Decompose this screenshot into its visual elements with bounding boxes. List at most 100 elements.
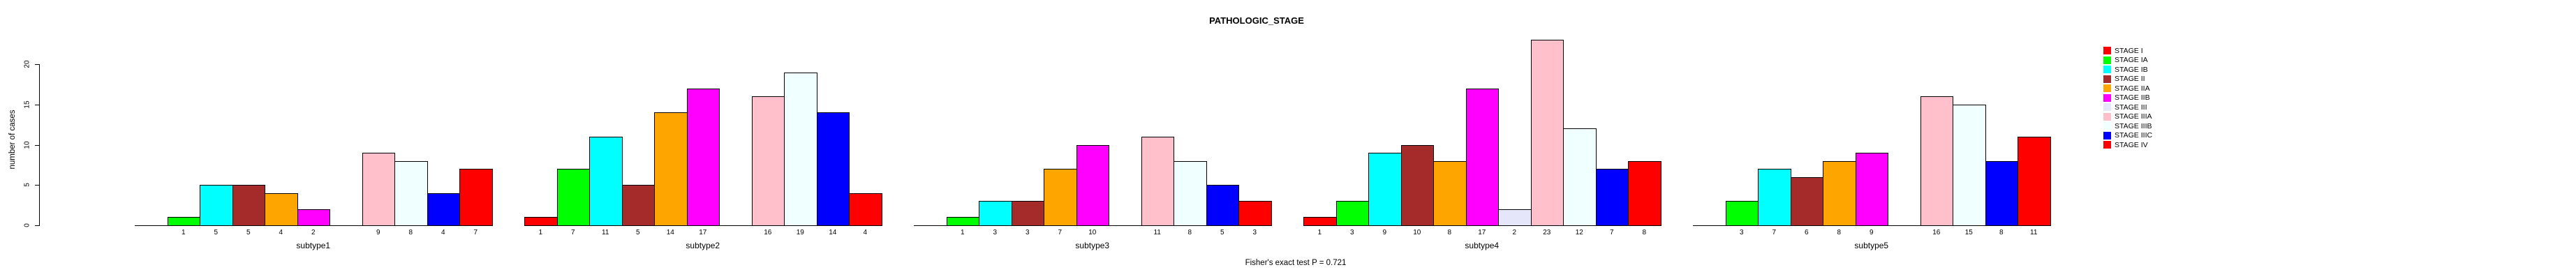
bar-stage-ib-subtype4: [1368, 153, 1402, 226]
bar-stage-iiia-subtype5: [1920, 96, 1953, 226]
bar-stage-ii-subtype1: [232, 185, 265, 226]
bar-count-label: 3: [993, 229, 998, 236]
bar-count-label: 3: [1025, 229, 1030, 236]
bar-count-label: 4: [441, 229, 445, 236]
legend-item: STAGE IIIC: [2103, 131, 2152, 141]
bar-count-label: 8: [1837, 229, 1842, 236]
bar-count-label: 5: [1220, 229, 1224, 236]
bar-count-label: 1: [1317, 229, 1322, 236]
bar-stage-iiic-subtype3: [1206, 185, 1239, 226]
bar-count-label: 6: [1804, 229, 1809, 236]
legend-swatch-icon: [2103, 131, 2111, 140]
bar-stage-iiic-subtype2: [816, 112, 850, 226]
legend-swatch-icon: [2103, 66, 2111, 74]
legend-item: STAGE I: [2103, 46, 2152, 56]
y-tick-mark: [35, 185, 39, 186]
bar-stage-iia-subtype3: [1044, 169, 1077, 226]
y-axis-line: [39, 64, 40, 226]
bar-count-label: 23: [1543, 229, 1551, 236]
legend-swatch-icon: [2103, 56, 2111, 64]
legend-item: STAGE IIA: [2103, 84, 2152, 93]
bar-count-label: 7: [1772, 229, 1777, 236]
bar-count-label: 16: [1932, 229, 1941, 236]
legend-item: STAGE IB: [2103, 65, 2152, 75]
bar-stage-iib-subtype3: [1076, 144, 1109, 226]
x-axis-group-label-subtype3: subtype3: [1075, 241, 1110, 250]
legend-label: STAGE I: [2115, 46, 2143, 55]
bar-stage-iv-subtype5: [2018, 136, 2051, 226]
bar-stage-ii-subtype4: [1400, 144, 1434, 226]
bar-count-label: 11: [1153, 229, 1161, 236]
bar-count-label: 1: [960, 229, 965, 236]
y-tick-label: 15: [23, 100, 31, 109]
bar-count-label: 16: [764, 229, 772, 236]
bar-stage-ia-subtype2: [556, 169, 590, 226]
bar-count-label: 2: [311, 229, 316, 236]
legend-label: STAGE IIIA: [2115, 112, 2152, 121]
bar-stage-iiic-subtype1: [427, 193, 460, 226]
legend-swatch-icon: [2103, 103, 2111, 112]
bar-count-label: 5: [635, 229, 640, 236]
legend-label: STAGE IIB: [2115, 93, 2150, 103]
bar-count-label: 3: [1349, 229, 1354, 236]
bar-count-label: 8: [408, 229, 413, 236]
bar-count-label: 4: [279, 229, 283, 236]
bar-count-label: 7: [570, 229, 575, 236]
bar-count-label: 8: [1187, 229, 1192, 236]
y-axis-label: number of cases: [8, 110, 17, 169]
y-tick-mark: [35, 64, 39, 65]
bar-count-label: 4: [863, 229, 868, 236]
bar-stage-iv-subtype3: [1238, 201, 1272, 226]
bar-stage-iiic-subtype4: [1595, 169, 1629, 226]
legend-label: STAGE IIIC: [2115, 131, 2153, 140]
bar-stage-iia-subtype1: [265, 193, 298, 226]
bar-count-label: 9: [1869, 229, 1874, 236]
legend-label: STAGE III: [2115, 103, 2147, 112]
bar-count-label: 10: [1413, 229, 1421, 236]
legend-swatch-icon: [2103, 122, 2111, 130]
legend-swatch-icon: [2103, 84, 2111, 93]
x-axis-group-label-subtype5: subtype5: [1854, 241, 1889, 250]
bar-count-label: 5: [246, 229, 251, 236]
bar-stage-iiib-subtype3: [1174, 160, 1207, 226]
bar-stage-ia-subtype5: [1725, 201, 1759, 226]
bar-count-label: 9: [1382, 229, 1387, 236]
bar-stage-iv-subtype4: [1628, 160, 1661, 226]
legend-label: STAGE IB: [2115, 65, 2148, 74]
bar-count-label: 19: [796, 229, 804, 236]
legend: STAGE I STAGE IA STAGE IB STAGE II STAGE IIA…: [2103, 46, 2152, 150]
bar-stage-iiib-subtype1: [394, 160, 428, 226]
legend-label: STAGE IIA: [2115, 84, 2150, 93]
bar-stage-iib-subtype1: [297, 209, 330, 226]
legend-label: STAGE II: [2115, 75, 2145, 84]
legend-label: STAGE IA: [2115, 56, 2148, 65]
bar-stage-iia-subtype4: [1433, 160, 1467, 226]
bar-count-label: 8: [1642, 229, 1647, 236]
bar-stage-ii-subtype2: [621, 185, 655, 226]
legend-label: STAGE IIIB: [2115, 121, 2152, 130]
bar-count-label: 8: [1447, 229, 1452, 236]
legend-item: STAGE IV: [2103, 140, 2152, 150]
y-tick-label: 20: [23, 60, 31, 68]
x-axis-group-label-subtype1: subtype1: [296, 241, 331, 250]
bar-stage-iiia-subtype3: [1141, 136, 1174, 226]
bar-count-label: 7: [473, 229, 478, 236]
legend-item: STAGE IIIB: [2103, 121, 2152, 131]
legend-swatch-icon: [2103, 75, 2111, 83]
y-tick-mark: [35, 144, 39, 146]
legend-item: STAGE III: [2103, 103, 2152, 112]
bar-count-label: 8: [1999, 229, 2004, 236]
bar-stage-ii-subtype5: [1790, 176, 1823, 226]
bar-stage-iiia-subtype4: [1530, 40, 1564, 226]
bar-count-label: 7: [1609, 229, 1614, 236]
bar-stage-iia-subtype5: [1823, 160, 1856, 226]
x-axis-group-label-subtype4: subtype4: [1465, 241, 1500, 250]
bar-count-label: 3: [1739, 229, 1744, 236]
bar-stage-ib-subtype2: [589, 136, 623, 226]
bar-stage-ia-subtype3: [946, 217, 979, 226]
legend-item: STAGE IIIA: [2103, 112, 2152, 122]
bar-count-label: 14: [666, 229, 674, 236]
bar-count-label: 11: [602, 229, 609, 236]
bar-count-label: 17: [1478, 229, 1486, 236]
